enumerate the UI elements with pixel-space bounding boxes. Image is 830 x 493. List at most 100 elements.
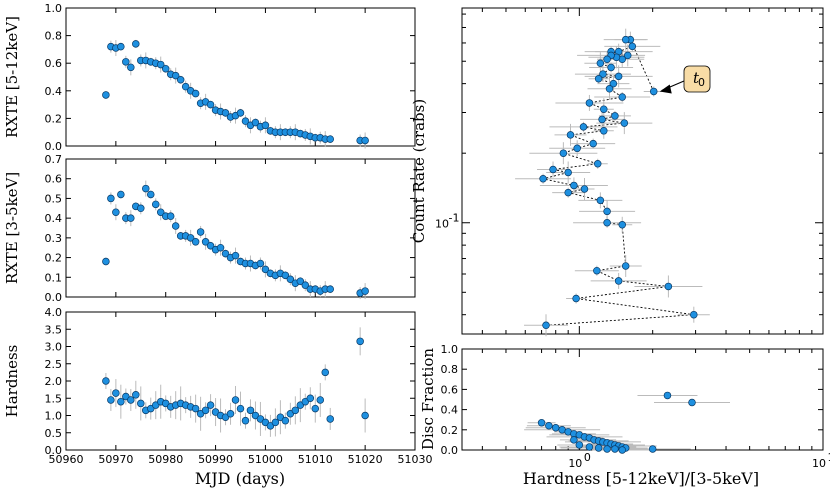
data-point xyxy=(281,271,290,280)
data-point xyxy=(537,418,546,427)
ytick-label: 1.0 xyxy=(45,2,63,15)
data-point xyxy=(603,445,611,453)
data-point xyxy=(623,51,632,60)
data-point xyxy=(600,127,608,135)
data-point xyxy=(664,282,673,291)
ytick-label: 1.5 xyxy=(45,392,63,405)
data-point xyxy=(137,204,145,213)
data-point xyxy=(649,87,658,96)
ytick-label: 0.3 xyxy=(45,232,63,245)
ytick-label: 0.2 xyxy=(45,252,63,265)
data-point xyxy=(596,196,605,205)
data-point xyxy=(580,185,589,193)
data-point xyxy=(241,416,250,425)
data-point xyxy=(301,281,310,289)
data-point xyxy=(156,60,165,69)
data-point xyxy=(614,277,623,285)
data-point xyxy=(147,190,155,199)
xtick-label: 50970 xyxy=(98,453,133,466)
data-point xyxy=(618,93,626,101)
ytick-label: 3.5 xyxy=(45,323,63,336)
data-point xyxy=(549,165,557,174)
data-point xyxy=(594,444,603,452)
data-point xyxy=(609,79,618,88)
data-point xyxy=(599,70,607,78)
ytick-label: 0.6 xyxy=(45,173,63,186)
ytick-label: 0.5 xyxy=(45,192,63,205)
ytick-label: 3.0 xyxy=(45,341,63,354)
data-point xyxy=(166,212,175,220)
ytick-label: 0.6 xyxy=(45,57,63,70)
ytick-label: 0.2 xyxy=(441,424,459,437)
data-point xyxy=(611,445,619,453)
panel-disc-fraction-xlabel: Hardness [5-12keV]/[3-5keV] xyxy=(523,469,759,488)
data-point xyxy=(572,294,580,303)
panel-count-rate: Count Rate (crabs) xyxy=(410,7,824,335)
panel-disc-fraction-ylabel: Disc Fraction xyxy=(419,348,437,450)
ytick-label: 0.1 xyxy=(45,271,63,284)
ytick-label: 0.8 xyxy=(45,30,63,43)
data-point xyxy=(361,136,369,145)
data-point xyxy=(236,109,245,117)
data-point xyxy=(688,398,696,407)
ytick-label-exponent: -1 xyxy=(449,212,460,225)
panel-rxte-3-5: RXTE [3-5keV] xyxy=(3,158,416,298)
data-point xyxy=(570,181,578,190)
data-point xyxy=(579,123,588,131)
xtick-label: 50960 xyxy=(49,453,84,466)
data-point xyxy=(614,72,623,81)
xtick-label-exponent: 1 xyxy=(828,451,830,464)
chart-marks: 0.0 0.2 0.4 0.6 0.8 1.0 0.0 0.1 0.2 0.3 0.4 0.5 0.6 0… xyxy=(45,2,830,470)
data-point xyxy=(261,265,270,274)
data-point xyxy=(603,207,611,216)
data-point xyxy=(628,42,637,51)
data-point xyxy=(102,91,110,99)
data-point xyxy=(551,424,560,432)
data-point xyxy=(585,99,594,107)
panel-disc-fraction: Disc Fraction Hardness [5-12keV]/[3-5keV… xyxy=(419,348,824,488)
data-point xyxy=(291,406,300,415)
data-point xyxy=(575,441,584,449)
data-point xyxy=(221,249,230,258)
ytick-label: 0.0 xyxy=(45,291,63,304)
data-point xyxy=(107,396,115,404)
panel-rxte-5-12-ylabel: RXTE [5-12keV] xyxy=(3,16,21,138)
data-point xyxy=(326,415,334,423)
data-point xyxy=(321,368,330,377)
annotation-box xyxy=(683,65,711,93)
xtick-label: 51020 xyxy=(348,453,383,466)
data-point xyxy=(621,262,630,270)
data-point xyxy=(102,257,110,266)
data-point xyxy=(361,287,369,295)
data-point xyxy=(102,377,110,385)
data-point xyxy=(241,117,250,125)
data-point xyxy=(621,35,630,44)
xtick-label: 51030 xyxy=(398,453,433,466)
data-point xyxy=(605,85,614,93)
xtick-label: 10 xyxy=(812,457,826,470)
data-point xyxy=(231,251,240,260)
data-point xyxy=(564,188,572,197)
data-point xyxy=(117,397,125,406)
data-point xyxy=(201,406,210,415)
ytick-label: 1.0 xyxy=(441,343,459,356)
data-point xyxy=(690,310,698,319)
data-point xyxy=(316,396,325,404)
data-point xyxy=(176,76,185,84)
annotation-subscript: 0 xyxy=(698,76,705,89)
data-point xyxy=(618,221,626,229)
ytick-label: 0.0 xyxy=(45,140,63,153)
data-point xyxy=(117,42,125,51)
data-point xyxy=(539,175,547,183)
data-point xyxy=(620,119,629,127)
data-point xyxy=(296,277,305,285)
data-point xyxy=(600,105,608,113)
data-point xyxy=(221,109,230,117)
data-point xyxy=(117,190,125,199)
data-point xyxy=(271,418,280,427)
data-point xyxy=(306,394,315,403)
panel-rxte-3-5-ylabel: RXTE [3-5keV] xyxy=(3,172,21,284)
data-point xyxy=(611,112,619,120)
data-point xyxy=(564,168,572,177)
